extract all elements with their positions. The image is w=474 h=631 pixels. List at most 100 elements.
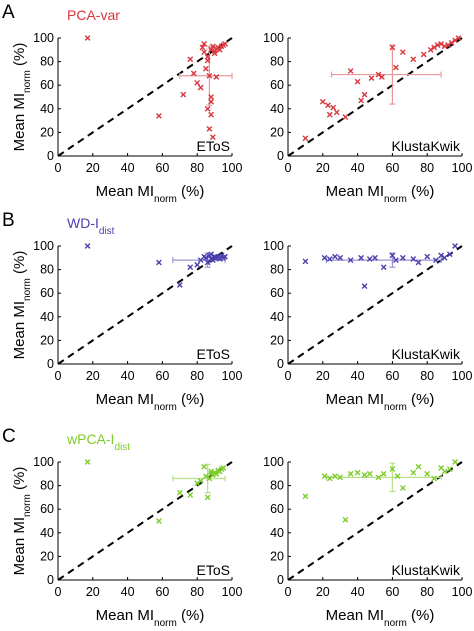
data-point (84, 35, 91, 41)
x-tick-label: 40 (351, 585, 365, 599)
data-point (399, 254, 406, 261)
data-point (156, 518, 162, 524)
data-point (222, 253, 228, 260)
x-tick-label: 100 (452, 161, 473, 175)
data-point (216, 46, 223, 53)
y-tick-label: 80 (40, 479, 54, 493)
y-tick-label: 20 (270, 549, 284, 563)
data-point (194, 79, 201, 86)
data-point (380, 470, 387, 477)
x-tick-label: 40 (121, 161, 135, 175)
y-tick-label: 100 (263, 31, 284, 45)
data-point (441, 468, 448, 475)
panel-A-left: 0 20 40 60 80 100 0 20 40 60 80 100 EToS (33, 31, 242, 175)
data-point (452, 37, 458, 44)
y-tick-label: 20 (270, 125, 284, 139)
data-point (209, 43, 216, 50)
y-tick-label: 0 (47, 357, 54, 371)
data-point (176, 282, 183, 288)
data-point (326, 111, 333, 118)
y-tick-label: 0 (277, 357, 284, 371)
data-point (431, 475, 438, 482)
data-point (354, 469, 361, 476)
data-point (372, 254, 378, 261)
y-tick-label: 60 (40, 502, 54, 516)
data-point (319, 98, 326, 105)
panel-B-right: 0 20 40 60 80 100 0 20 40 60 80 100 KlustaKwik (263, 239, 472, 383)
data-point (333, 109, 340, 116)
data-point (446, 466, 453, 472)
data-point (326, 256, 333, 262)
x-tick-label: 80 (420, 161, 434, 175)
data-point (375, 71, 382, 78)
y-tick-label: 20 (270, 333, 284, 347)
data-point (203, 254, 209, 261)
panel-B-left: 0 20 40 60 80 100 0 20 40 60 80 100 EToS (33, 239, 242, 383)
y-tick-label: 100 (33, 455, 54, 469)
data-point (337, 254, 344, 261)
data-point (208, 111, 215, 118)
data-point (389, 44, 396, 51)
data-point (180, 91, 187, 98)
data-point (415, 259, 422, 266)
x-tick-label: 20 (86, 585, 100, 599)
x-tick-label: 20 (86, 161, 100, 175)
mean-errorbar (325, 462, 442, 493)
data-point (392, 64, 399, 71)
data-point (199, 44, 206, 51)
data-point (302, 135, 309, 142)
x-tick-label: 60 (155, 585, 169, 599)
panel-C-left: 0 20 40 60 80 100 0 20 40 60 80 100 EToS (33, 455, 242, 599)
data-point (410, 469, 417, 476)
data-point (389, 252, 396, 259)
data-point (204, 494, 211, 501)
data-point (326, 475, 333, 482)
x-tick-label: 100 (452, 585, 473, 599)
data-point (187, 264, 194, 271)
x-tick-label: 60 (385, 585, 399, 599)
data-point (410, 256, 417, 262)
y-tick-label: 60 (40, 78, 54, 92)
x-axis-label-B-left: Mean MInorm (%) (96, 391, 205, 413)
data-point (220, 465, 227, 471)
y-tick-label: 60 (270, 502, 284, 516)
panel-letter-B: B (2, 210, 15, 231)
y-tick-label: 40 (40, 310, 54, 324)
data-point (201, 41, 208, 47)
data-point (441, 254, 448, 261)
data-point (389, 466, 396, 472)
data-point (415, 463, 422, 470)
x-tick-label: 60 (385, 369, 399, 383)
x-tick-label: 100 (222, 585, 243, 599)
y-tick-label: 0 (277, 573, 284, 587)
data-point (332, 473, 338, 480)
data-point (358, 254, 364, 261)
data-point (302, 258, 309, 265)
data-point (420, 51, 427, 58)
data-point (330, 104, 337, 111)
y-tick-label: 100 (263, 239, 284, 253)
x-tick-label: 60 (385, 161, 399, 175)
data-point (394, 473, 401, 480)
x-tick-label: 20 (316, 585, 330, 599)
method-label-B: WD-Idist (67, 215, 115, 237)
x-tick-label: 100 (222, 369, 243, 383)
y-tick-label: 60 (270, 78, 284, 92)
data-point (427, 46, 434, 53)
y-tick-label: 20 (40, 333, 54, 347)
data-point (213, 74, 220, 80)
x-tick-label: 80 (190, 585, 204, 599)
method-label-A: PCA-var (67, 7, 120, 23)
data-point (379, 74, 385, 80)
x-axis-label-C-left: Mean MInorm (%) (96, 607, 205, 629)
data-point (438, 41, 445, 47)
corner-label: EToS (197, 346, 230, 362)
method-label-C: wPCA-Idist (66, 431, 130, 453)
data-point (204, 105, 211, 112)
x-tick-label: 40 (121, 585, 135, 599)
data-point (342, 516, 349, 523)
y-tick-label: 40 (270, 526, 284, 540)
data-point (438, 252, 445, 259)
data-point (208, 94, 215, 100)
data-point (197, 477, 204, 484)
